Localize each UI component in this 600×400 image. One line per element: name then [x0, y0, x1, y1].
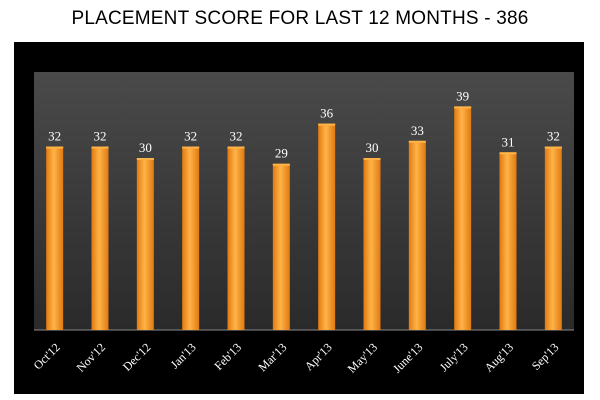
- plot-area: [34, 72, 574, 330]
- bar-sep-13: [544, 146, 562, 330]
- data-label: 33: [411, 123, 424, 138]
- data-label: 30: [366, 140, 379, 155]
- x-tick-label: July'13: [437, 340, 471, 374]
- x-tick-label: Feb'13: [211, 340, 244, 373]
- bar-cap: [91, 146, 109, 149]
- bar-cap: [318, 123, 336, 126]
- bar-nov-12: [91, 146, 109, 330]
- data-label: 29: [275, 146, 288, 161]
- bar-cap: [408, 140, 426, 143]
- bar-june-13: [408, 140, 426, 330]
- chart-title: PLACEMENT SCORE FOR LAST 12 MONTHS - 386: [71, 8, 529, 29]
- x-tick-label: Sep'13: [529, 340, 562, 373]
- bar-cap: [182, 146, 200, 149]
- data-label: 32: [230, 129, 243, 144]
- bar-cap: [544, 146, 562, 149]
- x-tick-label: Aug'13: [482, 340, 517, 375]
- x-tick-label: Apr'13: [302, 340, 335, 373]
- data-label: 32: [48, 129, 61, 144]
- bar-cap: [272, 163, 290, 166]
- x-tick-label: Oct'12: [31, 340, 63, 372]
- data-label: 30: [139, 140, 152, 155]
- bar-oct-12: [46, 146, 64, 330]
- x-tick-label: June'13: [390, 340, 425, 375]
- bar-jan-13: [182, 146, 200, 330]
- bar-cap: [227, 146, 245, 149]
- data-label: 39: [456, 88, 469, 103]
- bar-apr-13: [318, 123, 336, 330]
- bar-cap: [363, 158, 381, 160]
- bar-mar-13: [272, 163, 290, 330]
- bar-dec-12: [136, 158, 154, 330]
- x-tick-label: Mar'13: [255, 340, 289, 374]
- bar-july-13: [454, 106, 472, 331]
- x-tick-label: Nov'12: [74, 340, 109, 375]
- data-label: 32: [547, 129, 560, 144]
- data-label: 31: [502, 134, 515, 149]
- bar-cap: [454, 106, 472, 109]
- bar-feb-13: [227, 146, 245, 330]
- bar-cap: [136, 158, 154, 160]
- x-tick-label: Jan'13: [168, 340, 199, 371]
- data-label: 32: [184, 129, 197, 144]
- bar-cap: [46, 146, 64, 149]
- data-label: 32: [94, 129, 107, 144]
- x-tick-label: May'13: [345, 340, 380, 375]
- bar-may-13: [363, 158, 381, 330]
- bar-cap: [499, 152, 517, 155]
- x-tick-label: Dec'12: [120, 340, 154, 374]
- data-label: 36: [320, 106, 334, 121]
- bar-aug-13: [499, 152, 517, 330]
